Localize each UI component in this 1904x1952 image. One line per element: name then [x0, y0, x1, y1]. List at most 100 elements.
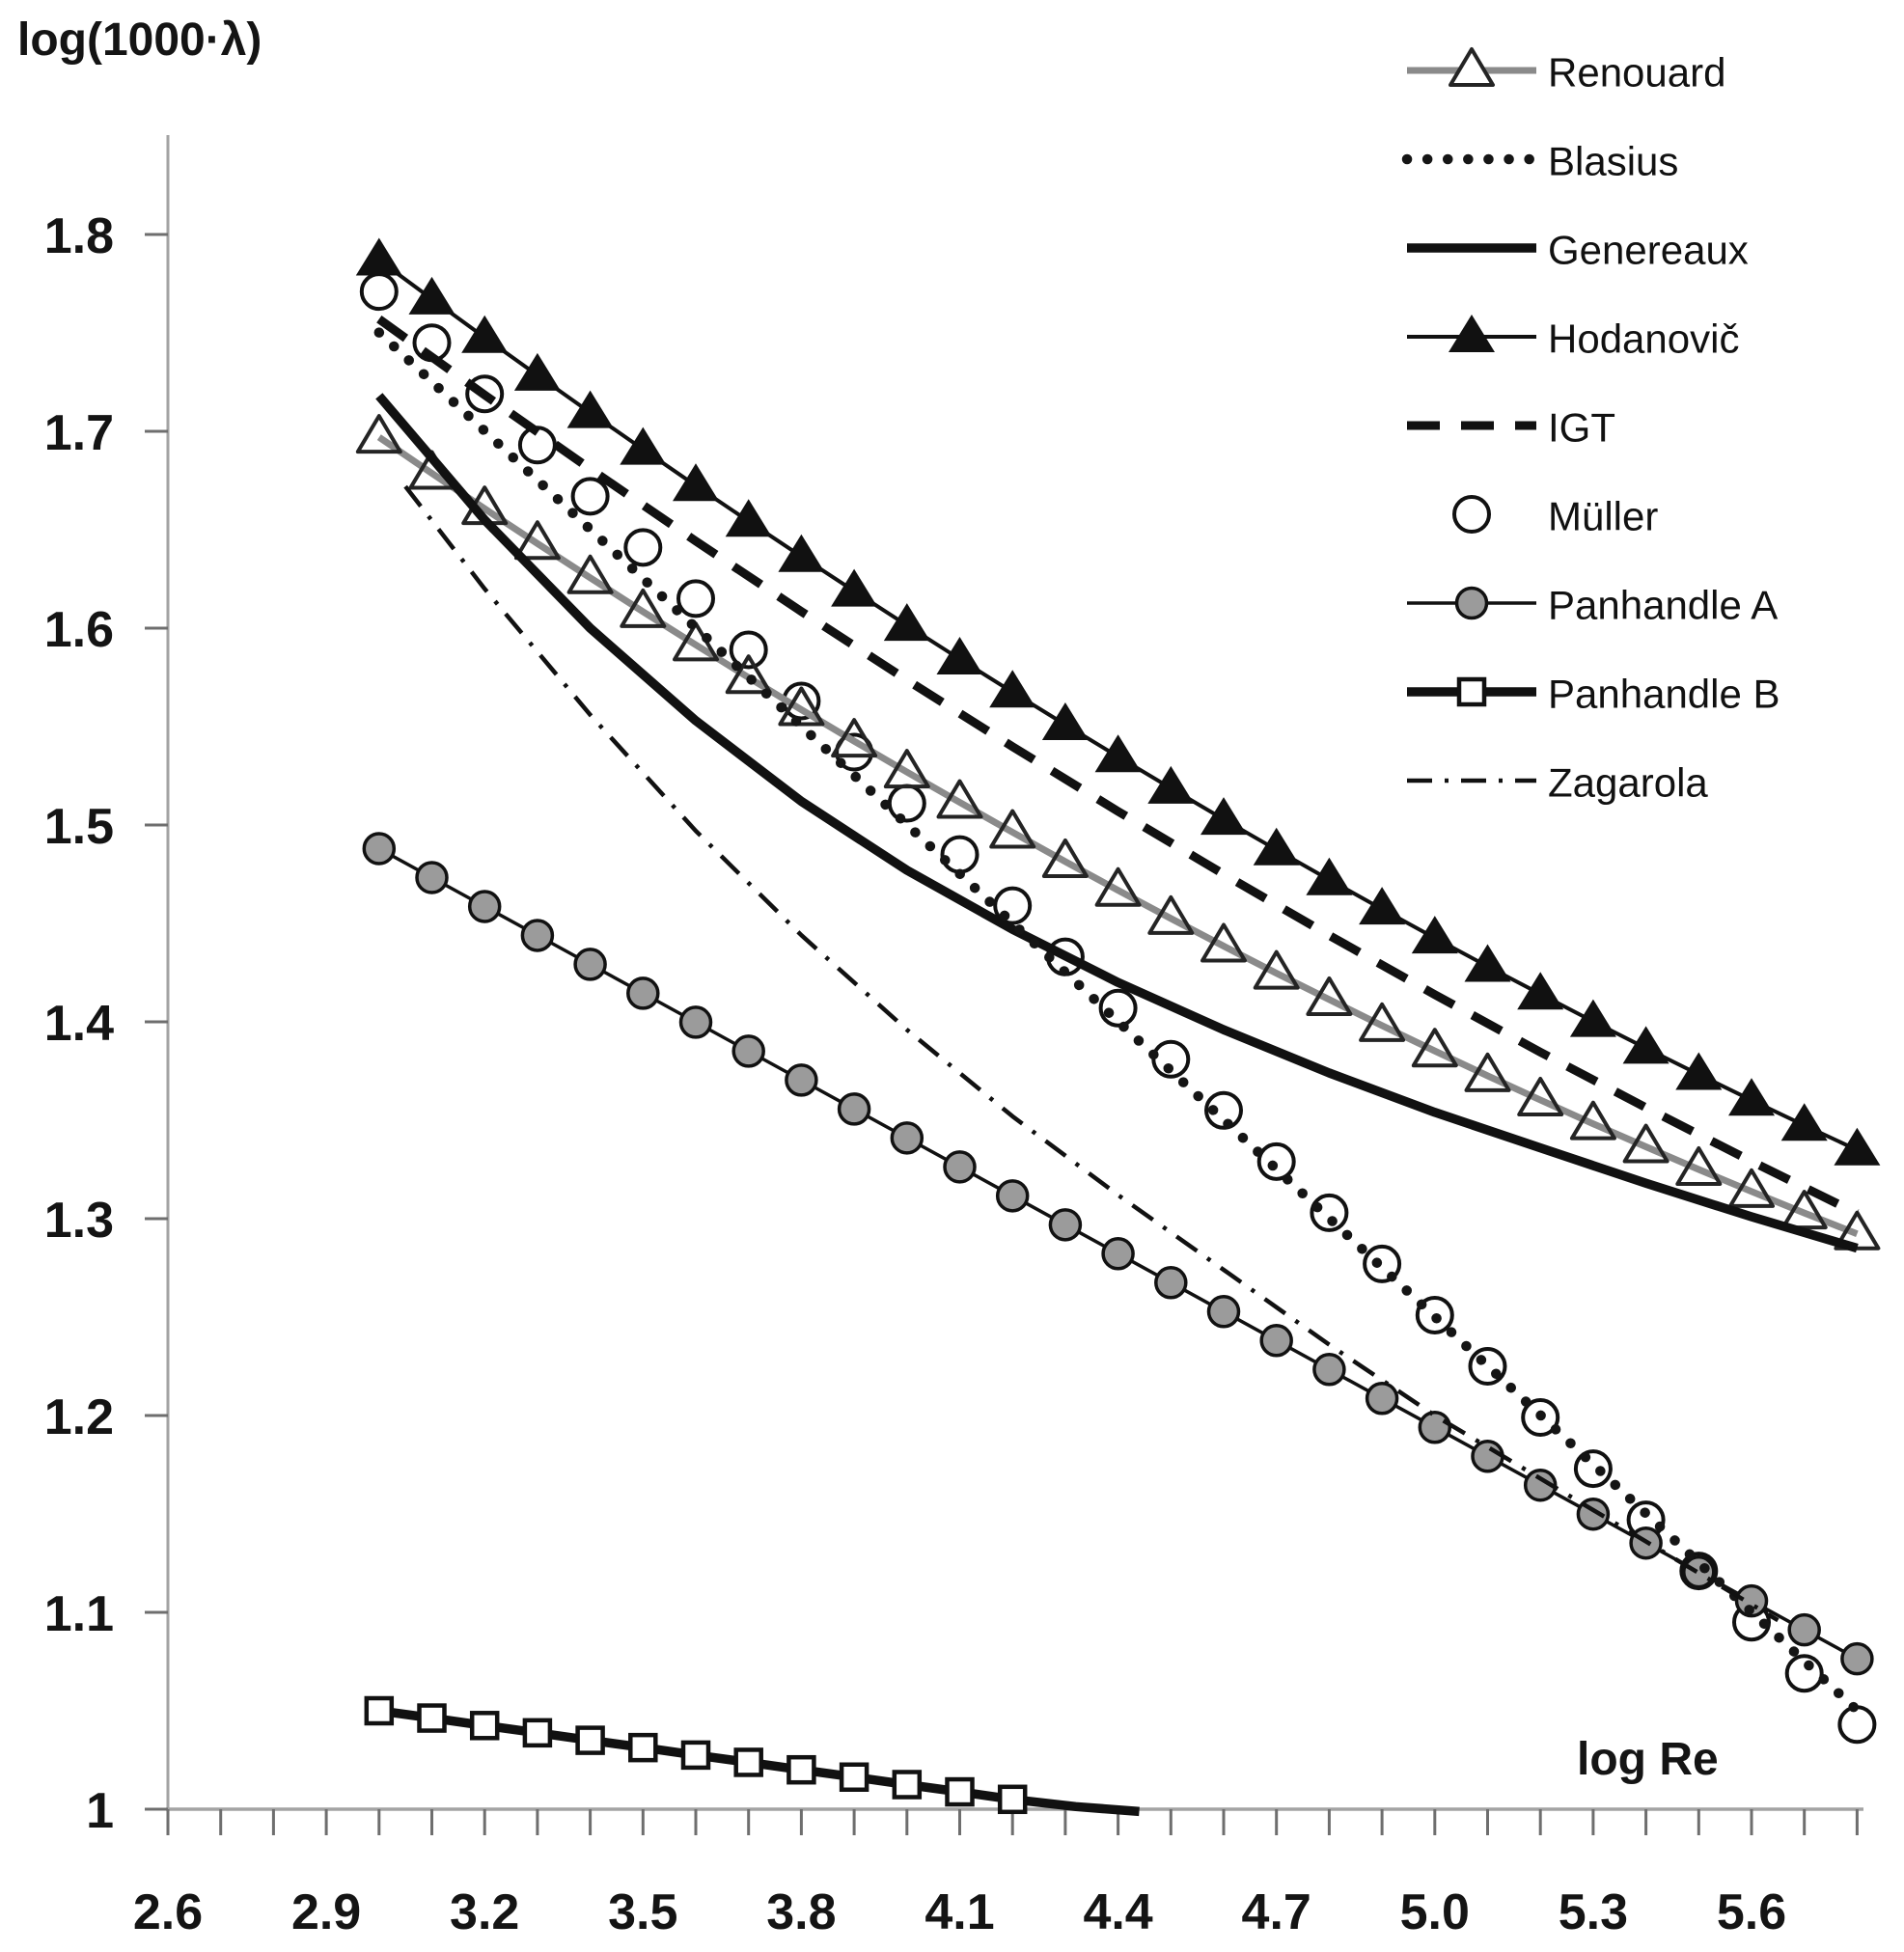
triangle-open-marker — [1200, 922, 1247, 963]
y-tick-label: 1.4 — [44, 996, 114, 1052]
triangle-open-marker — [1359, 1002, 1406, 1042]
y-tick-label: 1.5 — [44, 799, 114, 855]
circle-open-marker — [1573, 1449, 1613, 1489]
triangle-filled-marker — [461, 315, 509, 353]
square-open-marker — [364, 1695, 395, 1726]
square-open-marker — [839, 1762, 869, 1792]
legend-label: Hodanovič — [1548, 316, 1739, 362]
circle-open-marker — [1468, 1347, 1507, 1386]
triangle-filled-marker — [1359, 887, 1406, 925]
triangle-filled-marker — [1569, 999, 1616, 1037]
circle-open-marker — [993, 886, 1033, 925]
y-tick-label: 1.2 — [44, 1389, 114, 1445]
triangle-filled-marker — [1094, 734, 1142, 773]
triangle-filled-marker — [1411, 916, 1458, 954]
triangle-open-marker — [620, 588, 667, 628]
triangle-filled-marker — [883, 603, 930, 642]
circle-open-marker — [676, 579, 715, 619]
legend-label: Panhandle B — [1548, 672, 1780, 717]
x-tick-label: 5.3 — [1559, 1884, 1628, 1940]
triangle-open-marker — [1041, 838, 1089, 878]
series-hodanovic — [355, 237, 1881, 1166]
triangle-filled-marker — [355, 237, 402, 276]
circle-filled-marker — [995, 1179, 1030, 1213]
triangle-open-marker — [1675, 1146, 1723, 1186]
triangle-open-marker — [1728, 1168, 1775, 1208]
circle-filled-marker — [1734, 1583, 1769, 1618]
triangle-filled-marker — [1200, 797, 1247, 836]
triangle-filled-marker — [1449, 315, 1495, 352]
series-line — [373, 327, 1868, 1720]
square-open-marker — [892, 1770, 923, 1800]
triangle-open-marker — [1780, 1190, 1828, 1230]
x-tick-label: 4.1 — [924, 1884, 994, 1940]
square-open-marker — [786, 1754, 816, 1785]
triangle-open-marker — [1411, 1028, 1458, 1068]
triangle-filled-marker — [566, 390, 614, 428]
circle-filled-marker — [1259, 1324, 1293, 1358]
circle-filled-marker — [1048, 1208, 1083, 1242]
y-tick-label: 1.3 — [44, 1193, 114, 1249]
triangle-filled-marker — [1306, 857, 1353, 895]
series-igt — [376, 316, 1860, 1218]
circle-filled-marker — [837, 1092, 871, 1126]
axes: 1.8 1.7 1.6 1.5 1.4 1.3 1.2 1.1 1 2.6 2.9 3.2 3.5 3.8… — [44, 135, 1863, 1940]
legend-item-blasius: Blasius — [1401, 139, 1678, 184]
triangle-filled-marker — [1834, 1127, 1881, 1166]
circle-open-marker — [359, 272, 399, 312]
series-genereaux — [375, 393, 1859, 1253]
square-open-marker — [680, 1740, 711, 1771]
square-open-marker — [575, 1725, 605, 1755]
series-zagarola — [403, 484, 1780, 1623]
circle-open-marker — [1363, 1244, 1402, 1283]
circle-open-marker — [1521, 1398, 1560, 1438]
circle-filled-marker — [678, 1005, 713, 1039]
circle-filled-marker — [1418, 1410, 1452, 1444]
circle-filled-marker — [731, 1034, 765, 1068]
circle-filled-marker — [520, 919, 555, 952]
square-open-marker — [945, 1776, 975, 1807]
circle-filled-marker — [626, 976, 660, 1010]
square-open-marker — [417, 1703, 447, 1733]
x-tick-label: 5.0 — [1400, 1884, 1470, 1940]
legend-label: Blasius — [1548, 139, 1678, 184]
legend-item-muller: Müller — [1452, 494, 1658, 539]
triangle-open-marker — [1569, 1100, 1616, 1141]
triangle-filled-marker — [778, 534, 825, 572]
x-tick-label: 3.8 — [766, 1884, 836, 1940]
circle-filled-marker — [1206, 1295, 1241, 1329]
triangle-open-marker — [1253, 949, 1300, 990]
circle-filled-marker — [1365, 1382, 1399, 1416]
legend-item-genereaux: Genereaux — [1407, 228, 1749, 273]
circle-filled-marker — [467, 890, 502, 923]
triangle-filled-marker — [831, 568, 878, 607]
circle-open-marker — [887, 784, 926, 823]
y-tick-label: 1.7 — [44, 405, 114, 461]
circle-filled-marker — [1454, 586, 1489, 620]
triangle-filled-marker — [1041, 701, 1089, 740]
triangle-open-marker — [1449, 47, 1495, 87]
series-line — [375, 393, 1859, 1253]
square-open-marker — [522, 1718, 553, 1748]
triangle-open-marker — [355, 414, 402, 454]
circle-filled-marker — [362, 832, 397, 866]
circle-filled-marker — [1471, 1439, 1504, 1473]
series-blasius — [373, 327, 1868, 1720]
legend-item-zagarola: Zagarola — [1407, 760, 1708, 806]
triangle-filled-marker — [620, 426, 667, 465]
circle-open-marker — [570, 477, 610, 516]
x-tick-label: 4.4 — [1083, 1884, 1152, 1940]
circle-open-marker — [517, 426, 557, 465]
triangle-open-marker — [1622, 1123, 1669, 1164]
x-tick-label: 3.2 — [450, 1884, 519, 1940]
legend-item-panhandle_a: Panhandle A — [1407, 583, 1778, 628]
circle-open-marker — [940, 835, 980, 874]
circle-open-marker — [1310, 1193, 1349, 1232]
triangle-open-marker — [1464, 1052, 1511, 1092]
triangle-open-marker — [989, 809, 1036, 849]
circle-filled-marker — [1840, 1641, 1874, 1676]
triangle-open-marker — [1306, 976, 1353, 1016]
triangle-filled-marker — [1147, 765, 1195, 804]
